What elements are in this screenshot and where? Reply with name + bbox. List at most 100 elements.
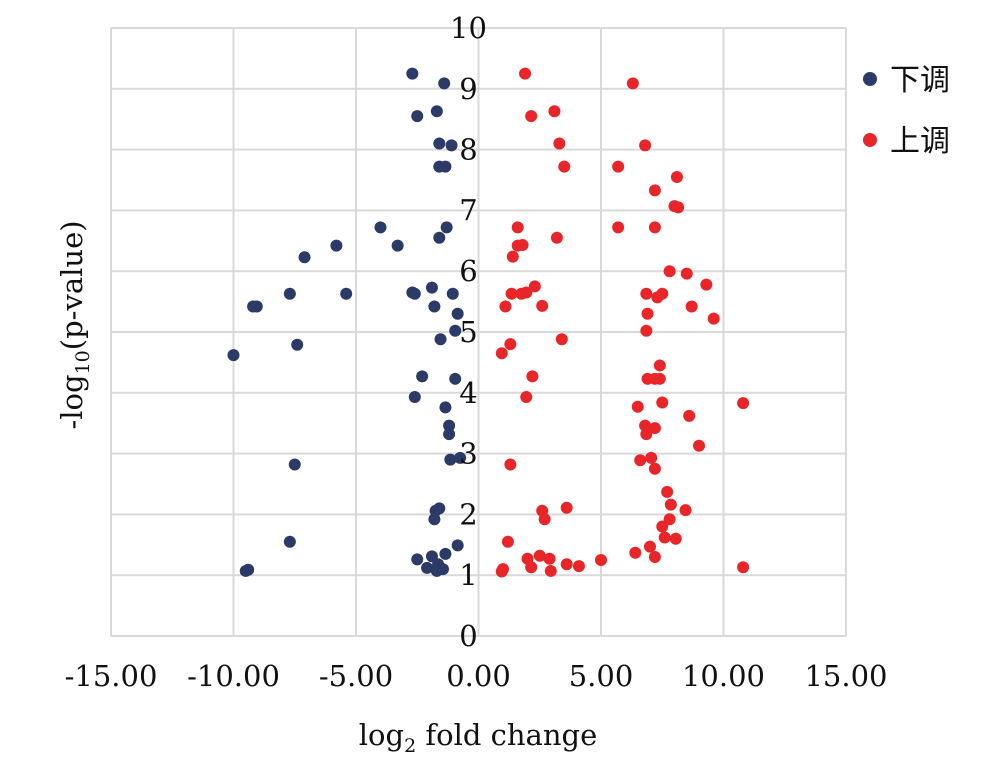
point-down (449, 324, 462, 337)
point-up (495, 565, 508, 578)
point-up (495, 347, 508, 360)
point-up (528, 280, 541, 293)
point-up (653, 359, 666, 372)
point-up (641, 307, 654, 320)
point-down (451, 539, 464, 552)
point-up (544, 564, 557, 577)
point-up (499, 300, 512, 313)
point-up (631, 400, 644, 413)
point-up (520, 286, 533, 299)
x-tick-label: 15.00 (804, 659, 887, 693)
point-down (411, 553, 424, 566)
point-down (446, 287, 459, 300)
point-down (391, 239, 404, 252)
x-tick-label: 10.00 (682, 659, 765, 693)
point-up (504, 458, 517, 471)
y-tick-label: 10 (450, 11, 487, 45)
point-up (653, 372, 666, 385)
point-up (648, 550, 661, 563)
point-up (683, 409, 696, 422)
point-up (639, 139, 652, 152)
y-tick-label: 3 (459, 437, 477, 471)
point-down (374, 221, 387, 234)
point-down (291, 338, 304, 351)
point-down (430, 564, 443, 577)
point-up (506, 250, 519, 263)
point-up (737, 561, 750, 574)
point-up (645, 451, 658, 464)
point-up (680, 267, 693, 280)
point-up (669, 532, 682, 545)
x-tick-label: -15.00 (65, 659, 158, 693)
point-up (672, 201, 685, 214)
point-up (548, 105, 561, 118)
point-down (445, 139, 458, 152)
point-down (283, 535, 296, 548)
point-down (250, 300, 263, 313)
legend-label-up: 上调 (890, 124, 950, 159)
point-up (651, 291, 664, 304)
point-up (656, 396, 669, 409)
point-up (629, 546, 642, 559)
point-up (634, 454, 647, 467)
point-down (438, 77, 451, 90)
legend-marker-down (863, 72, 877, 86)
x-tick-label: 0.00 (446, 659, 511, 693)
point-down (408, 287, 421, 300)
point-up (533, 549, 546, 562)
y-tick-label: 9 (459, 72, 477, 106)
y-tick-label: 0 (459, 619, 477, 653)
point-up (693, 439, 705, 452)
point-up (553, 137, 566, 150)
point-up (525, 561, 538, 574)
point-down (283, 287, 296, 300)
point-up (526, 370, 539, 383)
point-up (644, 540, 656, 553)
point-down (430, 105, 443, 118)
point-down (288, 458, 301, 471)
point-up (640, 428, 653, 441)
point-down (425, 281, 438, 294)
point-down (439, 547, 452, 560)
point-down (408, 391, 421, 404)
point-down (433, 502, 446, 515)
point-up (538, 513, 551, 526)
x-tick-labels: -15.00 -10.00 -5.00 0.00 5.00 10.00 15.00 (65, 659, 888, 693)
legend-marker-up (863, 133, 877, 147)
point-down (439, 160, 452, 173)
point-down (451, 307, 464, 320)
point-up (679, 504, 692, 517)
point-down (454, 451, 467, 464)
point-up (505, 287, 518, 300)
point-up (648, 221, 661, 234)
point-up (648, 462, 661, 475)
point-up (648, 422, 661, 435)
point-up (626, 77, 639, 90)
point-up (640, 287, 653, 300)
point-down (330, 239, 343, 252)
point-down (406, 67, 419, 80)
point-up (560, 501, 573, 514)
point-down (440, 221, 453, 234)
point-down (439, 401, 452, 414)
grid-lines (110, 27, 847, 637)
point-up (656, 520, 669, 533)
x-tick-label: -5.00 (319, 659, 393, 693)
y-tick-label: 7 (459, 193, 477, 227)
point-up (737, 397, 750, 410)
point-up (663, 265, 676, 278)
point-up (501, 535, 514, 548)
x-tick-label: 5.00 (569, 659, 634, 693)
point-down (411, 110, 424, 123)
point-up (520, 391, 533, 404)
point-up (648, 184, 661, 197)
y-tick-label: 1 (459, 558, 477, 592)
point-up (560, 558, 573, 571)
point-down (227, 349, 240, 362)
point-down (449, 372, 462, 385)
point-up (543, 552, 556, 565)
point-up (511, 221, 524, 234)
point-up (525, 110, 538, 123)
point-up (664, 498, 677, 511)
